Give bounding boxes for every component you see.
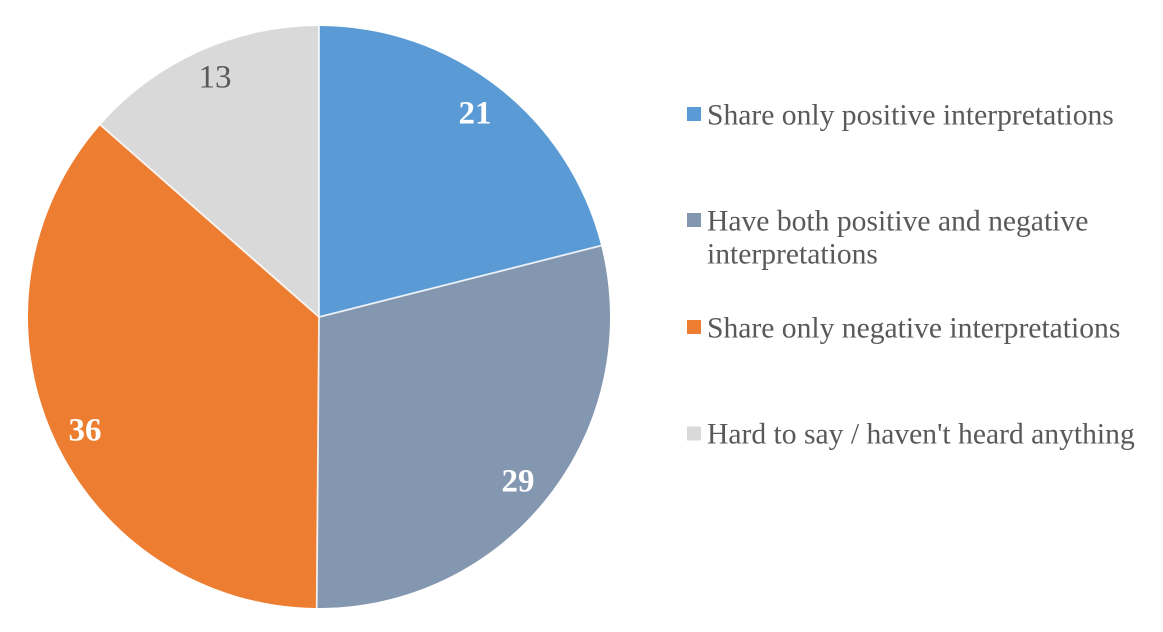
svg-text:Share only negative interpreta: Share only negative interpretations: [707, 312, 1120, 344]
svg-text:36: 36: [69, 412, 102, 448]
svg-text:Hard to say / haven't heard an: Hard to say / haven't heard anything: [707, 419, 1135, 451]
svg-text:29: 29: [502, 464, 535, 500]
svg-text:interpretations: interpretations: [707, 239, 878, 271]
svg-text:13: 13: [199, 60, 232, 96]
svg-text:21: 21: [459, 96, 492, 132]
svg-text:Have both positive and negativ: Have both positive and negative: [707, 206, 1088, 238]
svg-text:Share only positive interpreta: Share only positive interpretations: [707, 99, 1114, 131]
